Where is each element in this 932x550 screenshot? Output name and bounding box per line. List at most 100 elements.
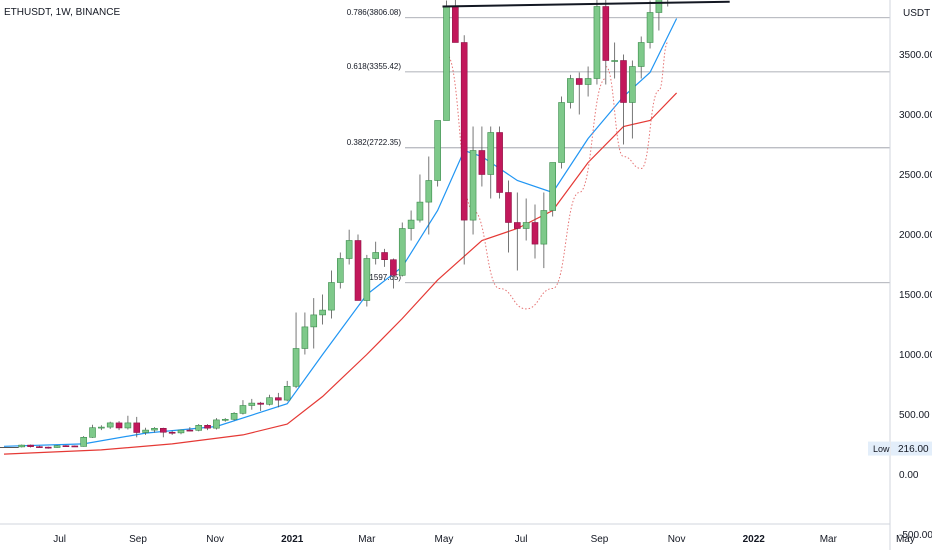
candle <box>27 444 34 448</box>
candle <box>160 427 167 438</box>
cup-arc <box>446 54 607 310</box>
drawings[interactable]: C&H Target <box>442 0 891 8</box>
candle <box>567 74 574 109</box>
candle <box>106 421 114 429</box>
time-tick: Mar <box>820 534 838 545</box>
candle <box>213 418 220 430</box>
candle <box>434 120 441 187</box>
candle <box>469 126 477 235</box>
low-tag-text: Low <box>873 444 890 454</box>
candle <box>195 424 202 432</box>
candle-body-up <box>372 252 380 259</box>
candle-body-down <box>115 422 123 429</box>
candle <box>629 60 636 139</box>
price-axis[interactable]: 7500.007000.006500.005000.004500.003500.… <box>899 0 932 541</box>
candle-body-up <box>328 282 335 311</box>
time-axis[interactable]: Jul Sep Nov 2021 Mar May Jul Sep Nov 2022 Mar May <box>53 534 915 545</box>
candle-body-up <box>655 0 663 13</box>
candle <box>283 380 291 402</box>
candle-body-up <box>637 42 645 67</box>
candle-body-up <box>336 258 344 283</box>
candle-body-down <box>496 132 503 193</box>
candle-body-down <box>505 192 512 223</box>
candle <box>266 394 273 406</box>
candle-body-down <box>186 429 194 432</box>
candle-body-up <box>345 240 353 259</box>
candle <box>133 416 141 438</box>
candle <box>443 0 450 121</box>
candle-body-up <box>80 436 87 447</box>
price-tick: 2500.00 <box>899 170 932 181</box>
candle <box>540 192 548 269</box>
candle <box>531 204 539 259</box>
candle-body-down <box>257 402 264 405</box>
cup-handle-arcs <box>446 42 669 310</box>
currency-label: USDT <box>903 8 930 19</box>
price-tick: 3000.00 <box>899 110 932 121</box>
candle-body-up <box>239 405 247 414</box>
candle-body-up <box>646 12 654 43</box>
candle-body-up <box>292 348 300 387</box>
fib-level-label: (1597.65) <box>367 273 402 282</box>
candle <box>310 298 318 349</box>
fib-level-label: 0.382(2722.35) <box>347 138 402 147</box>
candle <box>390 258 397 289</box>
candle <box>336 252 344 289</box>
candle <box>89 424 96 438</box>
time-tick: Jul <box>515 534 528 545</box>
candle <box>319 294 326 325</box>
time-tick: Mar <box>358 534 376 545</box>
candle <box>44 446 52 449</box>
candle <box>71 445 79 448</box>
candle-body-up <box>425 180 433 203</box>
candle-body-up <box>549 162 557 211</box>
candle <box>637 36 645 79</box>
fib-level-label: 0.618(3355.42) <box>347 62 402 71</box>
price-tick: -500.00 <box>899 530 932 541</box>
candle <box>239 400 247 415</box>
candle-body-up <box>363 258 371 301</box>
fib-level-label: 0.786(3806.08) <box>347 8 402 17</box>
candle-body-up <box>53 445 61 448</box>
candle <box>505 180 512 253</box>
candle-body-down <box>62 445 70 448</box>
candle <box>354 234 362 301</box>
symbol-title: ETHUSDT, 1W, BINANCE <box>4 7 120 18</box>
candle <box>301 312 309 355</box>
candle-body-up <box>319 309 326 316</box>
candle-body-up <box>248 402 256 406</box>
candle <box>177 429 185 435</box>
low-tag <box>868 441 890 456</box>
candle <box>522 198 530 241</box>
candle-body-down <box>133 422 141 433</box>
candle <box>115 421 123 431</box>
low-price-text: 216.00 <box>898 444 929 455</box>
candle <box>620 54 627 145</box>
candle <box>230 412 238 421</box>
candle <box>98 425 105 431</box>
candle <box>18 444 26 448</box>
price-tick: 2000.00 <box>899 230 932 241</box>
candle <box>646 0 654 49</box>
candle-body-up <box>434 120 441 181</box>
candle-body-up <box>98 426 105 429</box>
candle-body-up <box>213 419 220 429</box>
candle-body-up <box>124 422 132 429</box>
candle <box>584 66 592 97</box>
candle-body-up <box>407 219 415 229</box>
candle-body-up <box>593 6 601 79</box>
price-tick: 0.00 <box>899 470 919 481</box>
candle-body-down <box>71 445 79 448</box>
candle <box>381 248 388 267</box>
handle-arc <box>605 42 669 170</box>
candle-body-down <box>381 252 388 260</box>
time-tick: May <box>896 534 915 545</box>
candles[interactable] <box>0 0 680 449</box>
candle <box>62 445 70 448</box>
candle-body-up <box>310 314 318 328</box>
candle-body-up <box>443 6 450 121</box>
candle <box>275 392 282 408</box>
candle-body-up <box>540 210 548 245</box>
candle-body-up <box>89 427 96 438</box>
